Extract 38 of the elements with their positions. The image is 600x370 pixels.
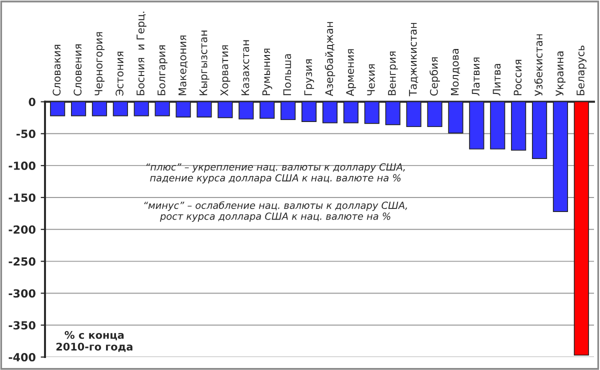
x-tick-label: Словакия (52, 44, 61, 96)
x-tick-label: Азербайджан (324, 22, 336, 96)
y-tick-label: -350 (8, 321, 36, 330)
x-tick-label: Хорватия (220, 45, 230, 96)
annotation: % с конца 2010-го года (56, 331, 132, 352)
x-tick-label: Румыния (262, 48, 272, 96)
x-tick-label: Таджикистан (409, 22, 418, 96)
x-tick-label: Венгрия (388, 52, 398, 96)
x-tick-label: Узбекистан (534, 34, 543, 96)
x-tick-label: Болгария (158, 45, 168, 96)
y-tick-label: 0 (28, 98, 36, 106)
y-tick-label: -100 (8, 162, 36, 170)
x-tick-label: Македония (178, 36, 188, 96)
x-tick-label: Босния и Герц. (136, 12, 146, 96)
x-tick-label: Молдова (450, 49, 460, 96)
x-tick-label: Словения (74, 44, 82, 96)
x-tick-label: Армения (346, 49, 356, 96)
x-tick-label: Латвия (472, 58, 480, 96)
y-tick-label: -250 (8, 257, 36, 266)
x-tick-label: Литва (492, 64, 501, 96)
y-tick-label: -50 (16, 130, 36, 138)
x-tick-label: Россия (514, 60, 522, 96)
x-tick-label: Беларусь (576, 46, 586, 96)
x-tick-label: Чехия (367, 64, 375, 96)
x-tick-label: Польша (283, 54, 292, 96)
x-tick-label: Украина (556, 52, 566, 96)
annotation: “минус” – ослабление нац. валюты к доллару США, рост курса доллара США к нац. валюте на % (144, 201, 407, 222)
x-tick-label: Черногория (94, 32, 105, 96)
y-tick-label: -200 (8, 225, 36, 234)
x-tick-label: Казахстан (241, 40, 250, 96)
y-tick-label: -150 (8, 193, 36, 202)
x-tick-label: Кыргызстан (200, 30, 210, 96)
y-tick-label: -300 (8, 289, 36, 298)
x-tick-label: Эстония (116, 52, 124, 96)
y-tick-label: -400 (8, 353, 36, 362)
x-tick-label: Сербия (430, 57, 440, 96)
x-tick-label: Грузия (304, 59, 314, 96)
annotation: “плюс” – укрепление нац. валюты к доллару США, падение курса доллара США к нац. валюте на % (146, 163, 405, 184)
